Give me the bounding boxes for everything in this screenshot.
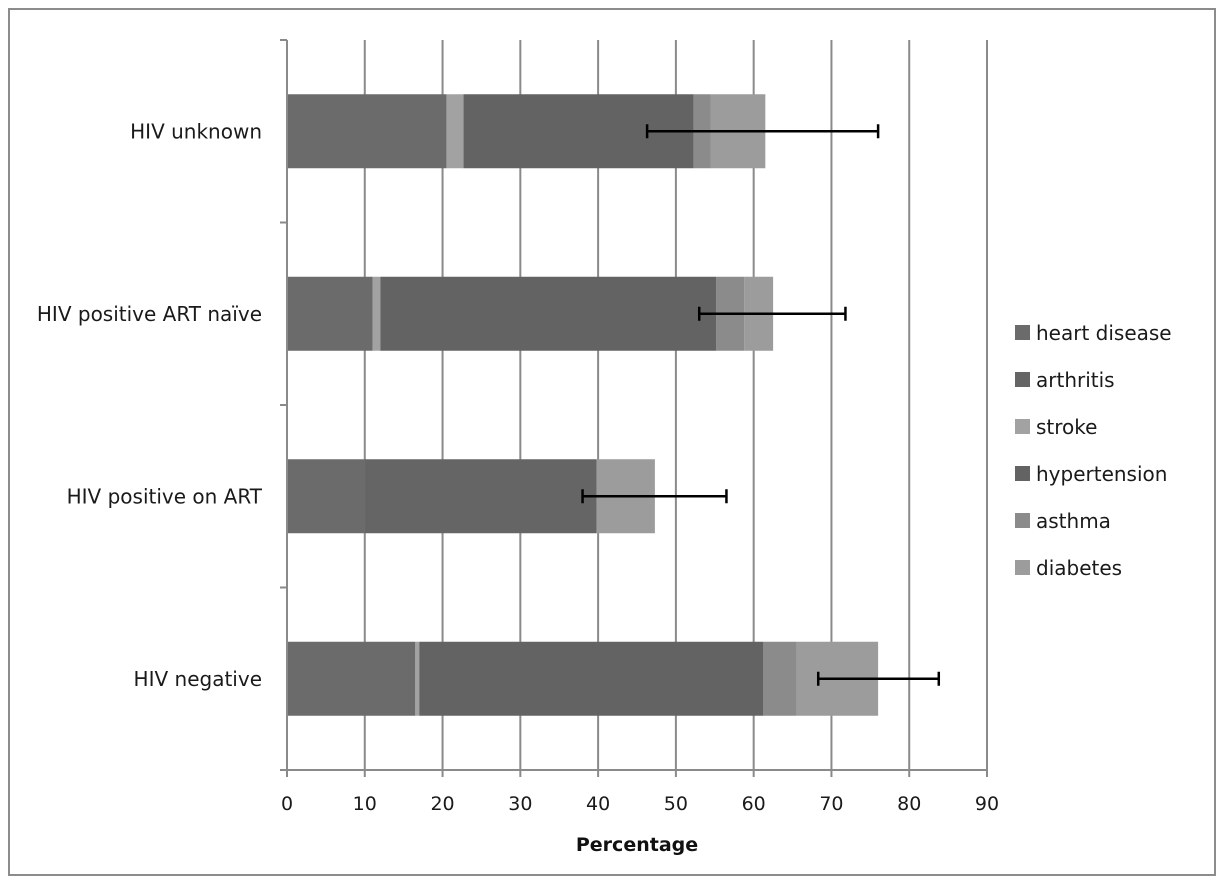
x-tick-label: 50 (664, 793, 688, 815)
legend-label: diabetes (1036, 556, 1122, 580)
legend-label: hypertension (1036, 462, 1167, 486)
category-label: HIV positive on ART (67, 484, 263, 508)
category-label: HIV positive ART naïve (37, 302, 262, 326)
legend-label: asthma (1036, 509, 1111, 533)
bar-segment-stroke (372, 276, 381, 351)
legend-label: arthritis (1036, 368, 1115, 392)
bar-segment-heart-disease (287, 94, 447, 169)
x-tick-label: 0 (281, 793, 293, 815)
legend-swatch (1015, 419, 1030, 434)
bar-segment-heart-disease (287, 276, 373, 351)
legend-swatch (1015, 560, 1030, 575)
x-tick-label: 60 (742, 793, 766, 815)
x-tick-label: 20 (430, 793, 454, 815)
category-label: HIV unknown (130, 119, 262, 143)
x-tick-label: 90 (975, 793, 999, 815)
legend-swatch (1015, 466, 1030, 481)
bar-segment-hypertension (380, 276, 717, 351)
x-tick-label: 70 (819, 793, 843, 815)
x-tick-label: 30 (508, 793, 532, 815)
bar-segment-stroke (446, 94, 464, 169)
bar-segment-stroke (415, 641, 420, 716)
legend-label: stroke (1036, 415, 1097, 439)
x-tick-label: 40 (586, 793, 610, 815)
bar-segment-arthritis (364, 459, 597, 534)
category-label: HIV negative (134, 667, 262, 691)
legend-swatch (1015, 372, 1030, 387)
x-axis-title: Percentage (576, 834, 698, 856)
bar-segment-heart-disease (287, 459, 365, 534)
legend-label: heart disease (1036, 321, 1172, 345)
bar-segment-hypertension (419, 641, 763, 716)
legend-swatch (1015, 513, 1030, 528)
x-tick-label: 80 (897, 793, 921, 815)
bar-segment-heart-disease (287, 641, 416, 716)
x-tick-label: 10 (353, 793, 377, 815)
legend-swatch (1015, 325, 1030, 340)
bar-segment-asthma (763, 641, 797, 716)
